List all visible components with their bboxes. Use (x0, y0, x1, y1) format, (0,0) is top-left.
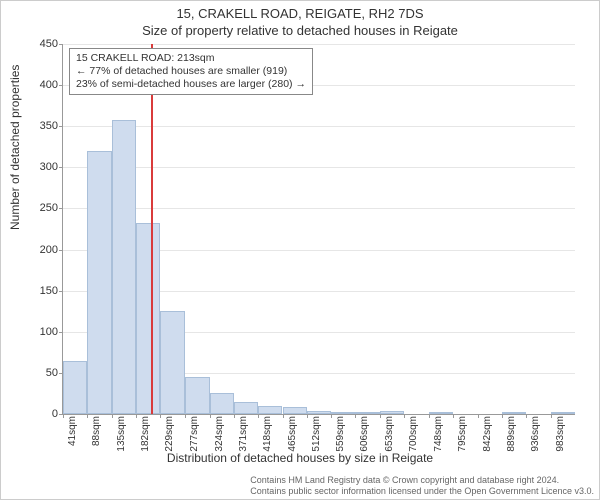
ytick-mark (59, 44, 63, 45)
ytick-label: 50 (28, 367, 58, 379)
xtick-mark (331, 414, 332, 418)
histogram-bar (355, 412, 379, 414)
footer-line1: Contains HM Land Registry data © Crown c… (250, 475, 594, 486)
ytick-label: 100 (28, 326, 58, 338)
histogram-bar (87, 151, 111, 414)
xtick-label: 182sqm (140, 416, 151, 456)
ytick-mark (59, 332, 63, 333)
xtick-label: 371sqm (238, 416, 249, 456)
footer-line2: Contains public sector information licen… (250, 486, 594, 497)
xtick-mark (307, 414, 308, 418)
ytick-label: 200 (28, 244, 58, 256)
xtick-mark (136, 414, 137, 418)
ytick-label: 300 (28, 161, 58, 173)
xtick-mark (234, 414, 235, 418)
annotation-line: ← 77% of detached houses are smaller (91… (76, 65, 306, 78)
xtick-label: 653sqm (384, 416, 395, 456)
xtick-label: 936sqm (530, 416, 541, 456)
xtick-label: 606sqm (359, 416, 370, 456)
xtick-label: 135sqm (116, 416, 127, 456)
xtick-label: 795sqm (457, 416, 468, 456)
ytick-label: 400 (28, 79, 58, 91)
histogram-bar (331, 412, 355, 414)
histogram-bar (160, 311, 185, 414)
xtick-label: 983sqm (555, 416, 566, 456)
x-axis-label: Distribution of detached houses by size … (0, 451, 600, 465)
ytick-mark (59, 85, 63, 86)
xtick-mark (355, 414, 356, 418)
xtick-label: 88sqm (91, 416, 102, 456)
ytick-label: 0 (28, 408, 58, 420)
annotation-line: 23% of semi-detached houses are larger (… (76, 78, 306, 91)
xtick-mark (380, 414, 381, 418)
histogram-bar (258, 406, 282, 414)
histogram-bar (283, 407, 307, 414)
histogram-bar (551, 412, 575, 414)
xtick-mark (87, 414, 88, 418)
xtick-label: 559sqm (335, 416, 346, 456)
ytick-mark (59, 291, 63, 292)
ytick-mark (59, 250, 63, 251)
y-axis-label: Number of detached properties (8, 65, 22, 230)
histogram-bar (429, 412, 453, 414)
ytick-mark (59, 167, 63, 168)
xtick-mark (210, 414, 211, 418)
gridline-h (63, 126, 575, 127)
ytick-label: 450 (28, 38, 58, 50)
xtick-mark (258, 414, 259, 418)
ytick-label: 250 (28, 202, 58, 214)
histogram-bar (502, 412, 526, 414)
xtick-mark (283, 414, 284, 418)
reference-line (151, 44, 153, 414)
xtick-mark (160, 414, 161, 418)
xtick-mark (404, 414, 405, 418)
histogram-bar (210, 393, 234, 414)
page-title: 15, CRAKELL ROAD, REIGATE, RH2 7DS (0, 0, 600, 21)
xtick-label: 418sqm (262, 416, 273, 456)
ytick-mark (59, 208, 63, 209)
xtick-mark (453, 414, 454, 418)
footer-attribution: Contains HM Land Registry data © Crown c… (250, 475, 594, 498)
gridline-h (63, 167, 575, 168)
xtick-label: 889sqm (506, 416, 517, 456)
histogram-bar (136, 223, 160, 414)
histogram-bar (185, 377, 209, 414)
xtick-mark (429, 414, 430, 418)
gridline-h (63, 44, 575, 45)
histogram-bar (112, 120, 136, 414)
page-subtitle: Size of property relative to detached ho… (0, 21, 600, 42)
xtick-mark (112, 414, 113, 418)
annotation-box: 15 CRAKELL ROAD: 213sqm← 77% of detached… (69, 48, 313, 95)
xtick-label: 748sqm (433, 416, 444, 456)
xtick-mark (185, 414, 186, 418)
xtick-mark (551, 414, 552, 418)
xtick-label: 277sqm (189, 416, 200, 456)
annotation-line: 15 CRAKELL ROAD: 213sqm (76, 52, 306, 65)
histogram-bar (380, 411, 404, 414)
xtick-label: 41sqm (67, 416, 78, 456)
histogram-chart: 41sqm88sqm135sqm182sqm229sqm277sqm324sqm… (62, 44, 575, 415)
xtick-mark (502, 414, 503, 418)
gridline-h (63, 208, 575, 209)
xtick-label: 229sqm (164, 416, 175, 456)
ytick-label: 150 (28, 285, 58, 297)
histogram-bar (234, 402, 258, 414)
histogram-bar (307, 411, 331, 414)
xtick-label: 465sqm (287, 416, 298, 456)
xtick-label: 842sqm (482, 416, 493, 456)
histogram-bar (63, 361, 87, 414)
ytick-mark (59, 126, 63, 127)
xtick-label: 700sqm (408, 416, 419, 456)
xtick-mark (478, 414, 479, 418)
xtick-mark (63, 414, 64, 418)
xtick-label: 512sqm (311, 416, 322, 456)
ytick-label: 350 (28, 120, 58, 132)
xtick-mark (526, 414, 527, 418)
xtick-label: 324sqm (214, 416, 225, 456)
